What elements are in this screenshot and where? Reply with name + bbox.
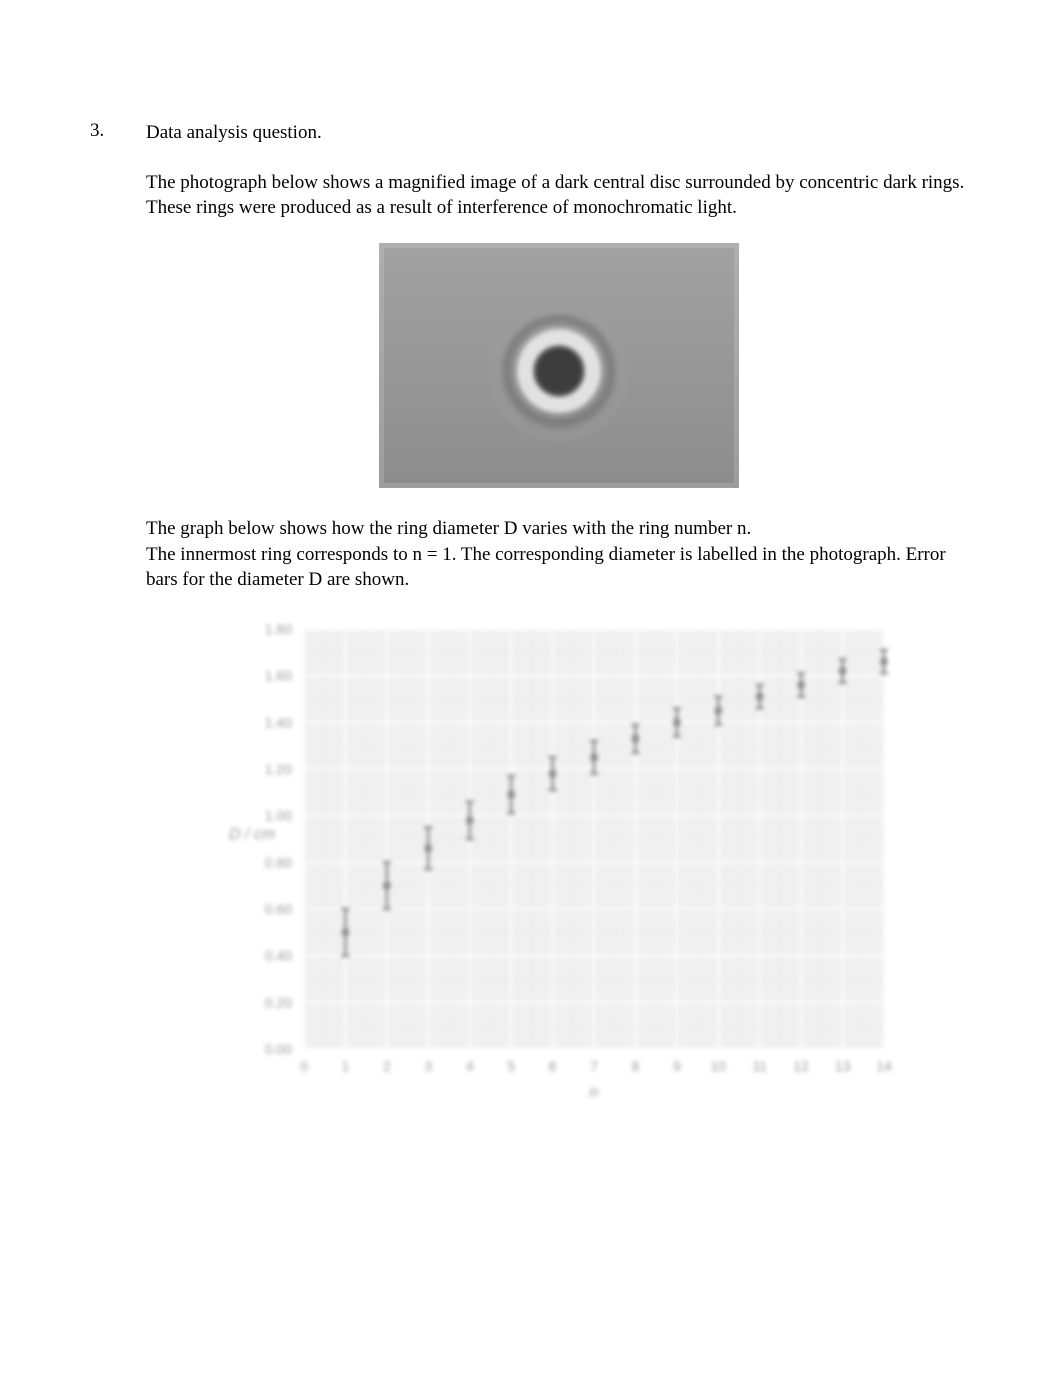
svg-text:6: 6 [549, 1058, 557, 1074]
svg-text:4: 4 [466, 1058, 474, 1074]
chart-wrap: 012345678910111213140.000.200.400.600.80… [146, 609, 972, 1109]
interference-photo [379, 243, 739, 488]
svg-text:0.60: 0.60 [265, 901, 292, 917]
svg-text:11: 11 [752, 1058, 767, 1074]
svg-text:n: n [590, 1084, 599, 1101]
question-para-1: The photograph below shows a magnified i… [146, 170, 972, 221]
svg-text:12: 12 [793, 1058, 809, 1074]
svg-text:0.20: 0.20 [265, 994, 292, 1010]
question-para-2: The graph below shows how the ring diame… [146, 516, 972, 593]
question-para-2a: The graph below shows how the ring diame… [146, 518, 751, 539]
svg-text:1.20: 1.20 [265, 761, 292, 777]
svg-text:13: 13 [835, 1058, 851, 1074]
svg-text:10: 10 [710, 1058, 726, 1074]
svg-text:0.00: 0.00 [265, 1041, 292, 1057]
svg-text:0.80: 0.80 [265, 854, 292, 870]
svg-text:0.40: 0.40 [265, 948, 292, 964]
svg-text:0: 0 [300, 1058, 308, 1074]
svg-text:1.00: 1.00 [265, 808, 292, 824]
question-para-2b: The innermost ring corresponds to n = 1.… [146, 544, 946, 591]
svg-text:14: 14 [876, 1058, 892, 1074]
svg-text:2: 2 [383, 1058, 391, 1074]
svg-text:5: 5 [507, 1058, 515, 1074]
page: 3. Data analysis question. The photograp… [0, 0, 1062, 1376]
svg-text:7: 7 [590, 1058, 598, 1074]
photo-figure-wrap [146, 243, 972, 488]
svg-text:1.40: 1.40 [265, 714, 292, 730]
question-row: 3. Data analysis question. The photograp… [90, 120, 972, 1109]
svg-text:D / cm: D / cm [229, 826, 275, 843]
svg-text:3: 3 [424, 1058, 432, 1074]
svg-text:1.60: 1.60 [265, 668, 292, 684]
svg-text:9: 9 [673, 1058, 681, 1074]
diameter-vs-n-chart: 012345678910111213140.000.200.400.600.80… [209, 609, 909, 1109]
svg-text:1: 1 [342, 1058, 350, 1074]
svg-text:8: 8 [632, 1058, 640, 1074]
question-title: Data analysis question. [146, 120, 972, 146]
svg-text:1.80: 1.80 [265, 621, 292, 637]
question-body: Data analysis question. The photograph b… [146, 120, 972, 1109]
question-number: 3. [90, 120, 118, 142]
